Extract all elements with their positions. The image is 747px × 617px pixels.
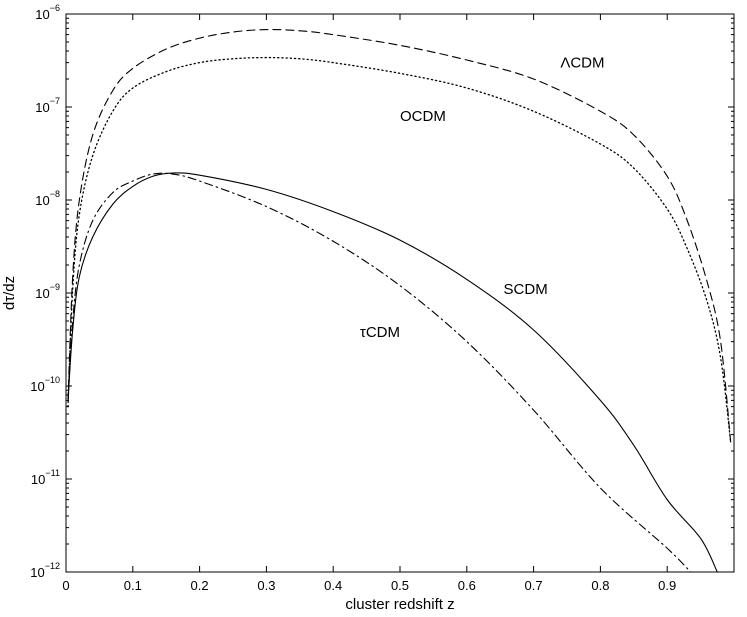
y-tick-exponent: −9 xyxy=(50,282,60,292)
axis-ticks: 0 0.1 0.2 0.3 0.4 0.5 0.6 0.7 0.8 0.910−1210−1110… xyxy=(30,3,734,593)
x-tick-label: 0.2 xyxy=(191,578,209,593)
series-line xyxy=(67,28,732,443)
y-tick-base: 10 xyxy=(31,472,45,487)
y-tick-base: 10 xyxy=(35,7,49,22)
y-tick-exponent: −6 xyxy=(50,3,60,13)
y-tick-exponent: −7 xyxy=(50,96,60,106)
series-label: OCDM xyxy=(400,108,446,125)
y-tick-base: 10 xyxy=(35,100,49,115)
series-label: ΛCDM xyxy=(560,55,604,72)
series-lines xyxy=(67,28,732,573)
y-tick-label: 10−8 xyxy=(35,189,60,208)
series-line xyxy=(67,172,692,573)
y-tick-label: 10−9 xyxy=(35,282,60,301)
y-tick-label: 10−6 xyxy=(35,3,60,22)
y-tick-exponent: −8 xyxy=(50,189,60,199)
series-labels: ΛCDM OCDM SCDM τCDM xyxy=(360,55,605,341)
y-tick-exponent: −11 xyxy=(45,468,60,478)
x-tick-label: 0 xyxy=(62,578,69,593)
plot-area-frame xyxy=(65,13,735,573)
y-tick-label: 10−11 xyxy=(31,468,60,487)
y-tick-exponent: −10 xyxy=(45,375,60,385)
x-tick-label: 0.6 xyxy=(458,578,476,593)
x-tick-label: 0.4 xyxy=(324,578,342,593)
series-line xyxy=(67,172,718,573)
series-line xyxy=(67,56,732,443)
x-tick-label: 0.3 xyxy=(257,578,275,593)
y-tick-label: 10−12 xyxy=(30,561,60,580)
x-tick-label: 0.1 xyxy=(124,578,142,593)
y-tick-label: 10−10 xyxy=(30,375,60,394)
y-axis-label: dτ/dz xyxy=(1,276,18,310)
x-tick-label: 0.9 xyxy=(658,578,676,593)
x-tick-label: 0.7 xyxy=(525,578,543,593)
y-tick-exponent: −12 xyxy=(45,561,60,571)
series-label: SCDM xyxy=(504,281,548,298)
series-label: τCDM xyxy=(360,324,400,341)
y-tick-base: 10 xyxy=(35,286,49,301)
x-tick-label: 0.5 xyxy=(391,578,409,593)
y-tick-label: 10−7 xyxy=(35,96,60,115)
x-tick-label: 0.8 xyxy=(591,578,609,593)
y-tick-base: 10 xyxy=(35,193,49,208)
y-tick-base: 10 xyxy=(30,565,44,580)
y-tick-base: 10 xyxy=(30,379,44,394)
x-axis-label: cluster redshift z xyxy=(345,596,454,613)
